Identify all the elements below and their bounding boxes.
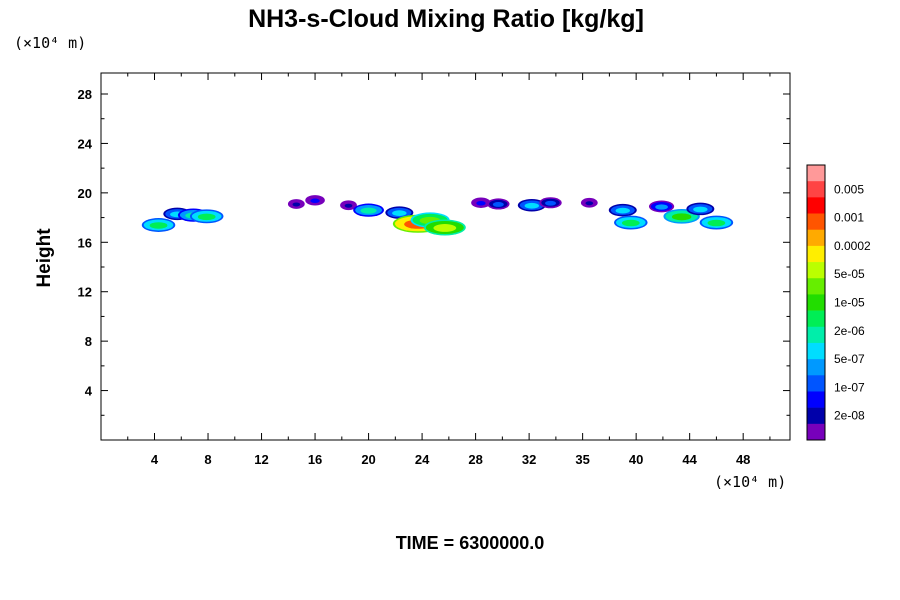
axis-ticks xyxy=(101,73,790,440)
colorbar-swatch xyxy=(807,407,825,425)
y-tick-label: 8 xyxy=(85,334,92,349)
cloud-cell xyxy=(699,215,734,230)
colorbar-label: 0.005 xyxy=(834,182,864,196)
x-tick-label: 20 xyxy=(361,452,375,467)
cloud-cell xyxy=(517,198,546,212)
cloud-cell xyxy=(487,198,510,210)
colorbar-swatch xyxy=(807,326,825,344)
colorbar-label: 5e-07 xyxy=(834,352,865,366)
cloud-cell xyxy=(141,218,176,232)
x-tick-label: 35 xyxy=(575,452,589,467)
cloud-cell xyxy=(340,200,357,211)
cloud-cell xyxy=(287,199,305,209)
y-tick-label: 28 xyxy=(78,87,92,102)
cloud-cell xyxy=(539,197,562,209)
cloud-cell xyxy=(189,209,224,224)
colorbar-label: 2e-06 xyxy=(834,324,865,338)
cloud-cell xyxy=(385,206,414,219)
y-tick-label: 20 xyxy=(78,186,92,201)
colorbar-swatch xyxy=(807,375,825,392)
x-tick-label: 24 xyxy=(415,452,430,467)
colorbar-swatch xyxy=(807,229,825,247)
colorbar-label: 0.0002 xyxy=(834,239,871,253)
x-tick-label: 12 xyxy=(254,452,268,467)
y-tick-label: 4 xyxy=(85,384,93,399)
colorbar-swatch xyxy=(807,359,825,376)
colorbar-label: 1e-05 xyxy=(834,296,865,310)
cloud-cell xyxy=(648,200,675,213)
y-tick-label: 12 xyxy=(78,285,92,300)
colorbar-label: 2e-08 xyxy=(834,409,865,423)
x-axis-unit: (×10⁴ m) xyxy=(714,473,786,491)
x-tick-label: 8 xyxy=(204,452,211,467)
colorbar-swatch xyxy=(807,213,825,231)
cloud-cell xyxy=(580,197,598,208)
x-tick-label: 16 xyxy=(308,452,322,467)
colorbar-swatch xyxy=(807,294,825,311)
colorbar-label: 0.001 xyxy=(834,211,864,225)
x-tick-label: 44 xyxy=(682,452,697,467)
colorbar-swatch xyxy=(807,165,825,182)
colorbar-label: 5e-05 xyxy=(834,267,865,281)
colorbar-swatch xyxy=(807,423,825,441)
cloud-cell xyxy=(305,195,325,206)
cloud-cell xyxy=(353,203,384,217)
colorbar-swatch xyxy=(807,245,825,263)
cloud-cell xyxy=(613,215,648,230)
x-tick-label: 48 xyxy=(736,452,750,467)
colorbar-swatch xyxy=(807,391,825,408)
cloud-cell xyxy=(423,219,466,236)
cloud-cell xyxy=(663,209,700,224)
y-tick-labels: 4 8 12 16 20 24 28 xyxy=(78,87,93,399)
x-tick-label: 32 xyxy=(522,452,536,467)
colorbar-swatch xyxy=(807,181,825,198)
x-tick-label: 40 xyxy=(629,452,643,467)
x-tick-label: 4 xyxy=(151,452,159,467)
colorbar-swatch xyxy=(807,310,825,328)
y-axis-unit: (×10⁴ m) xyxy=(14,34,86,52)
x-tick-label: 28 xyxy=(468,452,482,467)
plot-area xyxy=(101,73,790,440)
cloud-cell xyxy=(686,202,715,216)
y-tick-label: 16 xyxy=(78,235,92,250)
y-tick-label: 24 xyxy=(78,136,93,151)
plot-frame xyxy=(100,72,791,441)
cloud-cell xyxy=(471,197,491,208)
colorbar: 0.005 0.001 0.0002 5e-05 1e-05 2e-06 5e-07 1e-0… xyxy=(806,164,871,441)
y-axis-label: Height xyxy=(34,228,55,288)
time-label: TIME = 6300000.0 xyxy=(396,533,545,553)
x-tick-labels: 4 8 12 16 20 24 28 32 35 40 44 48 xyxy=(151,452,751,467)
colorbar-label: 1e-07 xyxy=(834,380,865,394)
colorbar-swatch xyxy=(807,262,825,279)
chart-title: NH3-s-Cloud Mixing Ratio [kg/kg] xyxy=(248,5,644,33)
cloud-field xyxy=(141,195,734,236)
cloud-cell xyxy=(608,203,637,217)
colorbar-swatch xyxy=(807,197,825,214)
colorbar-frame xyxy=(806,164,826,441)
colorbar-swatch xyxy=(807,342,825,360)
colorbar-swatch xyxy=(807,278,825,295)
